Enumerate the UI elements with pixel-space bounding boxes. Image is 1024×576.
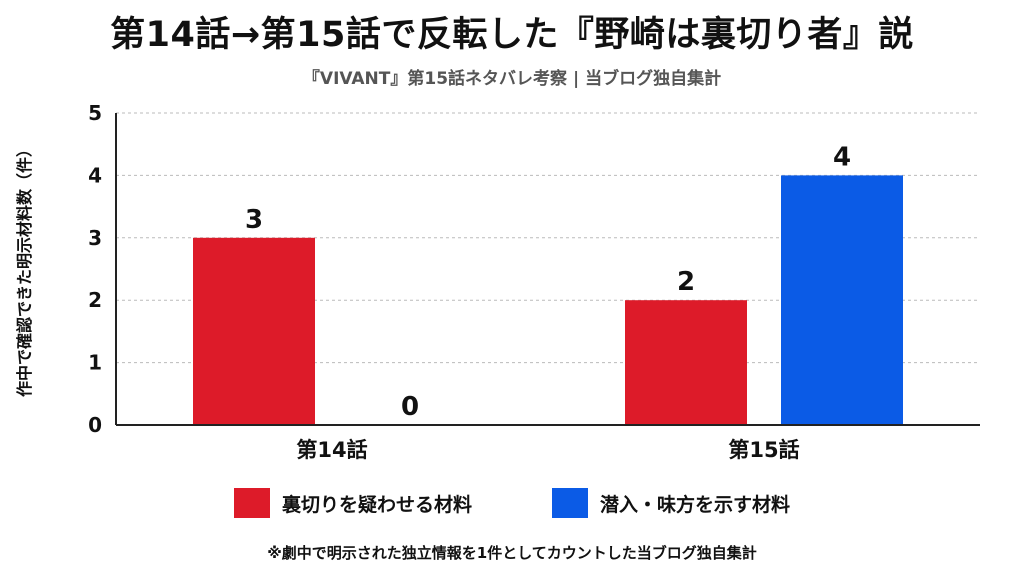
footnote: ※劇中で明示された独立情報を1件としてカウントした当ブログ独自集計 xyxy=(267,544,757,562)
bars xyxy=(193,175,903,425)
bar xyxy=(625,300,747,425)
bar-chart: 0 1 2 3 4 5 3 0 第14話 2 4 第15話 作中で確認できた明示材料数（件） xyxy=(15,101,980,462)
y-axis-label: 作中で確認できた明示材料数（件） xyxy=(15,141,34,397)
y-tick-label: 1 xyxy=(88,351,102,375)
bar xyxy=(781,175,903,425)
x-tick-label: 第14話 xyxy=(296,438,367,462)
labels: 0 1 2 3 4 5 3 0 第14話 2 4 第15話 xyxy=(88,101,851,462)
legend-swatch-ally xyxy=(552,488,588,518)
data-label: 3 xyxy=(245,205,263,235)
legend-item-ally: 潜入・味方を示す材料 xyxy=(552,488,790,518)
legend-label-ally: 潜入・味方を示す材料 xyxy=(600,493,791,516)
bar xyxy=(193,237,315,425)
y-tick-label: 0 xyxy=(88,413,102,437)
legend-swatch-betrayal xyxy=(233,488,270,518)
y-tick-label: 2 xyxy=(88,288,102,312)
y-tick-label: 5 xyxy=(88,101,102,125)
legend: 裏切りを疑わせる材料 潜入・味方を示す材料 xyxy=(0,488,1024,518)
axes xyxy=(115,113,980,426)
x-tick-label: 第15話 xyxy=(728,438,799,462)
data-label: 2 xyxy=(677,267,695,297)
chart-title: 第14話→第15話で反転した『野崎は裏切り者』説 xyxy=(110,15,914,55)
legend-item-betrayal: 裏切りを疑わせる材料 xyxy=(233,488,472,518)
y-tick-label: 3 xyxy=(88,226,102,250)
legend-label-betrayal: 裏切りを疑わせる材料 xyxy=(281,493,472,516)
y-tick-label: 4 xyxy=(88,163,102,187)
chart-subtitle: 『VIVANT』第15話ネタバレ考察 | 当ブログ独自集計 xyxy=(302,69,722,89)
data-label: 4 xyxy=(833,142,851,172)
data-label: 0 xyxy=(401,392,419,422)
